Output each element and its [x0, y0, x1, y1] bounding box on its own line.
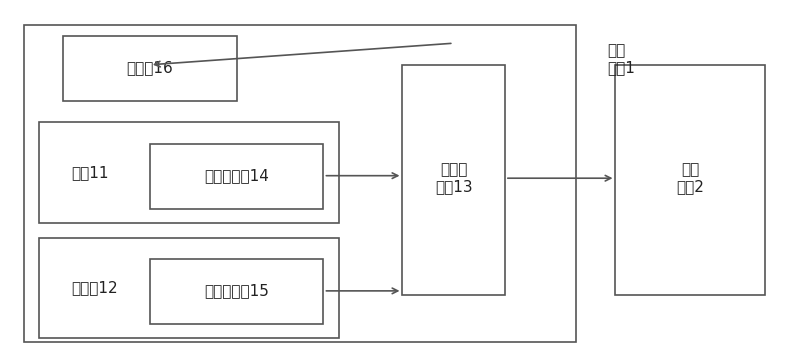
FancyBboxPatch shape [39, 238, 339, 338]
Text: 挡水石12: 挡水石12 [71, 280, 118, 296]
FancyBboxPatch shape [402, 65, 505, 295]
FancyBboxPatch shape [63, 36, 237, 101]
Text: 主体
模块1: 主体 模块1 [608, 43, 635, 76]
FancyBboxPatch shape [150, 259, 323, 324]
FancyBboxPatch shape [39, 122, 339, 223]
FancyBboxPatch shape [615, 65, 765, 295]
Text: 盖板11: 盖板11 [71, 165, 109, 180]
Text: 湿度传感器14: 湿度传感器14 [204, 168, 269, 183]
Text: 云端
模块2: 云端 模块2 [676, 162, 705, 194]
Text: 水压传感器15: 水压传感器15 [204, 283, 269, 298]
Text: 信号传
送器13: 信号传 送器13 [435, 162, 473, 194]
Text: 扬声器16: 扬声器16 [126, 60, 174, 75]
FancyBboxPatch shape [150, 144, 323, 209]
FancyBboxPatch shape [24, 25, 576, 342]
